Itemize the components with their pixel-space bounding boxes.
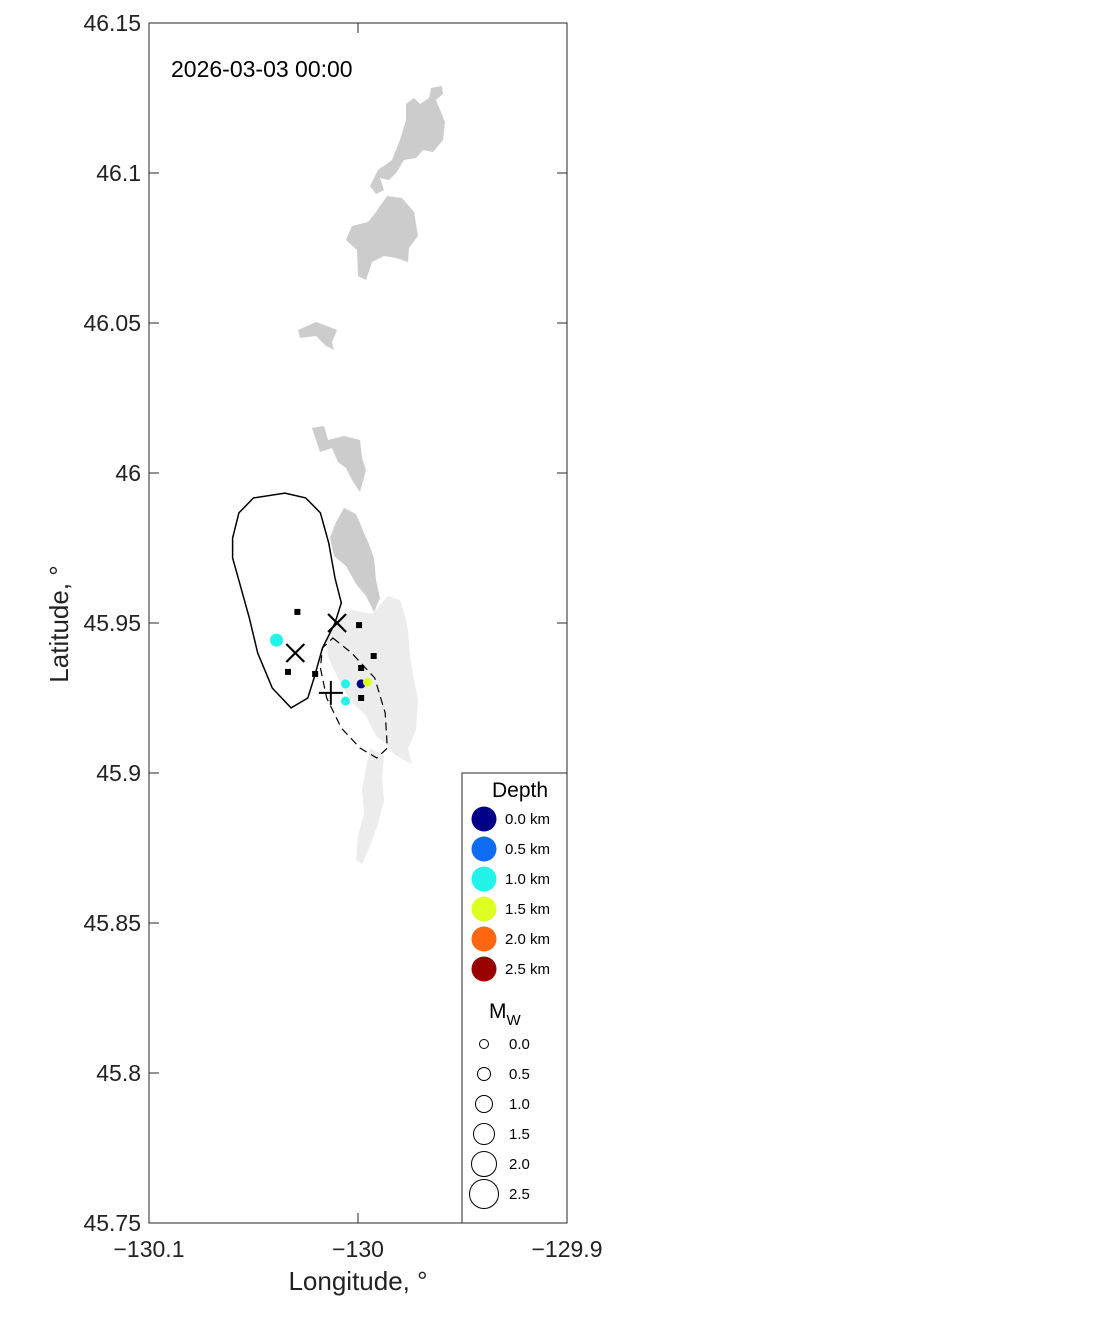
y-tick-label: 46.15	[83, 10, 141, 36]
earthquake-event	[362, 677, 372, 687]
depth-legend-label: 1.0 km	[505, 871, 550, 888]
magnitude-legend-label: 1.5	[509, 1126, 530, 1143]
station-square-marker	[356, 622, 363, 629]
y-tick-label: 46	[115, 460, 141, 486]
station-square-marker	[358, 695, 365, 701]
magnitude-legend: 0.0 0.5 1.0 1.5 2.0 2.5	[469, 1036, 530, 1209]
magnitude-legend-label: 1.0	[509, 1096, 530, 1113]
timestamp-label: 2026-03-03 00:00	[171, 56, 353, 82]
magnitude-legend-label: 0.5	[509, 1066, 530, 1083]
y-tick-label: 45.9	[96, 760, 141, 786]
x-tick-label: −130.1	[114, 1236, 185, 1262]
magnitude-title-sub: W	[507, 1012, 522, 1029]
x-marker	[327, 613, 347, 633]
depth-legend-swatch	[471, 806, 497, 832]
station-square-marker	[312, 671, 319, 677]
magnitude-legend-label: 2.5	[509, 1186, 530, 1203]
depth-legend-title: Depth	[492, 779, 548, 802]
y-tick-label: 46.1	[96, 160, 141, 186]
depth-legend-label: 0.5 km	[505, 841, 550, 858]
earthquake-event	[340, 696, 350, 706]
caldera-outline	[231, 492, 343, 709]
depth-legend-label: 0.0 km	[505, 811, 550, 828]
x-marker	[285, 643, 306, 663]
depth-legend: 0.0 km 0.5 km 1.0 km 1.5 km 2.0 km 2.5 km	[471, 806, 550, 982]
depth-legend-swatch	[471, 926, 497, 952]
eruption-outline	[319, 637, 388, 759]
legend: Depth 0.0 km 0.5 km 1.0 km 1.5 km 2.0 km 2.5 …	[461, 772, 568, 1224]
lava-flows-older	[298, 86, 445, 612]
magnitude-legend-label: 2.0	[509, 1156, 530, 1173]
y-axis-title: Latitude, °	[44, 565, 74, 682]
station-square-marker	[294, 608, 301, 615]
y-tick-label: 45.85	[83, 910, 141, 936]
earthquake-event	[340, 679, 350, 689]
lava-flows-new	[326, 596, 418, 864]
x-tick-label: −130	[332, 1236, 384, 1262]
depth-legend-swatch	[471, 956, 497, 982]
station-square-marker	[358, 665, 365, 671]
y-tick-label: 45.75	[83, 1210, 141, 1236]
y-tick-label: 46.05	[83, 310, 141, 336]
magnitude-legend-swatch	[471, 1151, 497, 1177]
depth-legend-label: 1.5 km	[505, 901, 550, 918]
station-square-marker	[284, 668, 291, 675]
y-tick-label: 45.95	[83, 610, 141, 636]
magnitude-legend-label: 0.0	[509, 1036, 530, 1053]
depth-legend-swatch	[471, 896, 497, 922]
x-marker-stroke	[285, 643, 306, 663]
magnitude-legend-swatch	[479, 1039, 489, 1049]
magnitude-legend-swatch	[469, 1179, 499, 1209]
plus-marker	[318, 680, 343, 705]
magnitude-legend-swatch	[473, 1123, 495, 1145]
station-square-marker	[370, 653, 377, 659]
depth-legend-label: 2.0 km	[505, 931, 550, 948]
x-axis-title: Longitude, °	[288, 1266, 427, 1296]
magnitude-title-main: M	[489, 1000, 507, 1023]
magnitude-legend-swatch	[477, 1067, 491, 1081]
x-tick-label: −129.9	[532, 1236, 603, 1262]
x-marker-stroke	[327, 613, 347, 633]
outlines	[231, 492, 388, 759]
markers	[269, 608, 377, 706]
magnitude-legend-swatch	[475, 1095, 493, 1113]
y-tick-label: 45.8	[96, 1060, 141, 1086]
earthquake-event	[269, 633, 283, 647]
axis-ticks: 45.75 45.8 45.85 45.9 45.95 46 46.05 46.1 46.15 −…	[83, 10, 602, 1262]
depth-legend-label: 2.5 km	[505, 961, 550, 978]
magnitude-legend-title: MW	[489, 1000, 522, 1029]
depth-legend-swatch	[471, 866, 497, 892]
depth-legend-swatch	[471, 836, 497, 862]
